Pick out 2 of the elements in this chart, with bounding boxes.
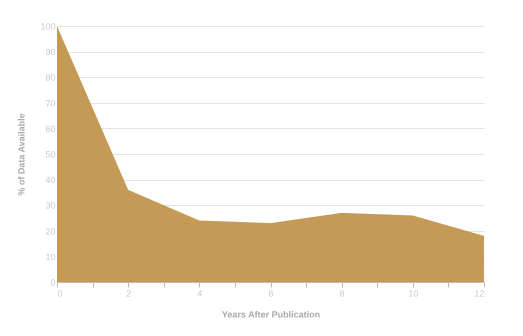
y-axis-title: % of Data Available — [16, 113, 26, 196]
x-axis-title: Years After Publication — [222, 310, 320, 320]
